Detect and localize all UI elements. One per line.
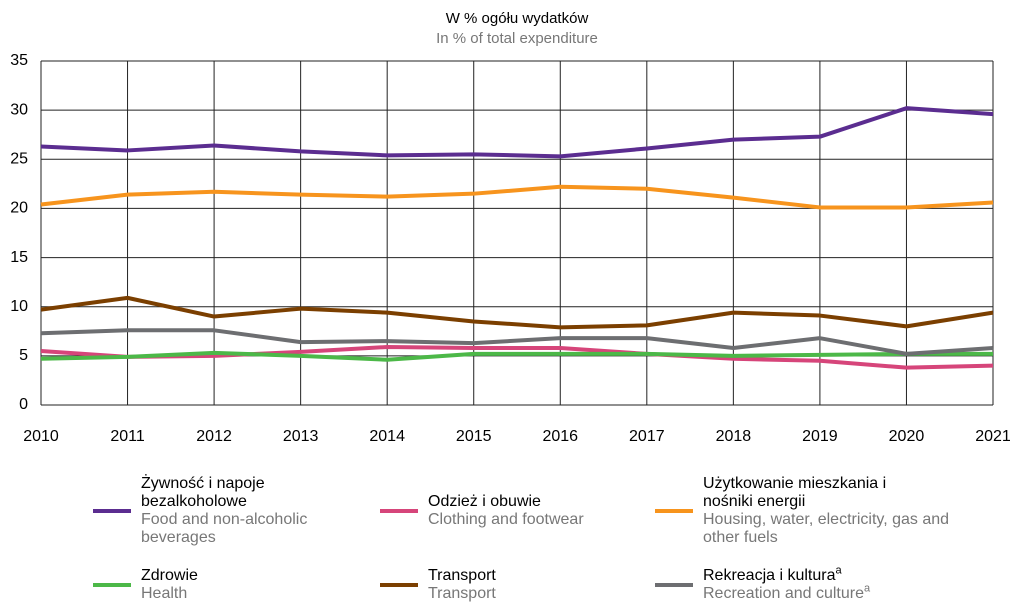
legend-label: Rekreacja i kulturaa xyxy=(703,564,923,585)
legend-text: Zdrowie Health xyxy=(141,567,371,603)
legend-text: Odzież i obuwie Clothing and footwear xyxy=(428,493,658,529)
legend-label-en: Transport xyxy=(428,585,658,603)
x-tick-label: 2018 xyxy=(716,428,752,445)
legend-name-en: Transport xyxy=(428,585,496,602)
x-tick-label: 2013 xyxy=(283,428,319,445)
legend-item: Zdrowie Health xyxy=(93,567,371,603)
legend-name: Transport xyxy=(428,567,496,584)
y-tick-label: 35 xyxy=(10,52,28,69)
legend-swatch xyxy=(655,583,693,587)
legend-name-en: Food and non-alcoholic beverages xyxy=(141,511,308,546)
legend-label: Odzież i obuwie xyxy=(428,493,648,511)
legend-label: Użytkowanie mieszkania i nośniki energii xyxy=(703,475,893,511)
series-line xyxy=(40,328,994,356)
series-line xyxy=(40,295,994,330)
footnote-mark: a xyxy=(863,582,871,595)
legend-text: Użytkowanie mieszkania i nośniki energii… xyxy=(703,475,978,547)
legend-swatch xyxy=(380,509,418,513)
legend-swatch xyxy=(380,583,418,587)
legend-name: Zdrowie xyxy=(141,567,198,584)
legend-item: Transport Transport xyxy=(380,567,658,603)
y-tick-label: 10 xyxy=(10,298,28,315)
y-tick-label: 30 xyxy=(10,101,28,118)
legend-name: Żywność i napoje bezalkoholowe xyxy=(141,475,265,510)
legend-swatch xyxy=(93,509,131,513)
legend-text: Transport Transport xyxy=(428,567,658,603)
x-tick-label: 2017 xyxy=(629,428,665,445)
legend-name-en: Clothing and footwear xyxy=(428,511,584,528)
chart-title: W % ogółu wydatków xyxy=(446,10,589,27)
legend-item: Użytkowanie mieszkania i nośniki energii… xyxy=(655,475,978,547)
series-line xyxy=(40,184,994,210)
legend-swatch xyxy=(655,509,693,513)
x-tick-label: 2019 xyxy=(802,428,838,445)
x-tick-label: 2011 xyxy=(110,428,145,445)
x-tick-label: 2014 xyxy=(369,428,405,445)
legend-label: Zdrowie xyxy=(141,567,361,585)
x-tick-label: 2012 xyxy=(196,428,232,445)
legend-name-en: Health xyxy=(141,585,188,602)
legend-label-en: Health xyxy=(141,585,371,603)
chart-subtitle: In % of total expenditure xyxy=(436,30,598,47)
legend-label-en: Clothing and footwear xyxy=(428,511,658,529)
x-tick-label: 2010 xyxy=(23,428,59,445)
y-tick-label: 15 xyxy=(10,249,28,266)
y-tick-label: 0 xyxy=(19,396,28,413)
legend-name: Odzież i obuwie xyxy=(428,493,541,510)
legend-name: Użytkowanie mieszkania i nośniki energii xyxy=(703,475,887,510)
x-tick-label: 2021 xyxy=(975,428,1011,445)
legend-label-en: Housing, water, electricity, gas and oth… xyxy=(703,511,978,547)
legend-name-en: Recreation and culture xyxy=(703,585,864,602)
x-tick-label: 2020 xyxy=(889,428,925,445)
legend-label-en: Food and non-alcoholic beverages xyxy=(141,511,371,547)
y-tick-label: 20 xyxy=(10,200,28,217)
footnote-mark: a xyxy=(835,564,842,577)
chart: W % ogółu wydatków In % of total expendi… xyxy=(10,10,1011,445)
legend-name: Rekreacja i kultura xyxy=(703,567,836,584)
series-line xyxy=(40,350,993,362)
legend-item: Rekreacja i kulturaa Recreation and cultu… xyxy=(655,564,963,603)
legend-text: Rekreacja i kulturaa Recreation and cultu… xyxy=(703,564,963,603)
x-tick-label: 2015 xyxy=(456,428,492,445)
y-tick-label: 5 xyxy=(19,347,28,364)
series-line xyxy=(40,345,994,370)
legend-item: Żywność i napoje bezalkoholowe Food and n… xyxy=(93,475,371,547)
legend-text: Żywność i napoje bezalkoholowe Food and n… xyxy=(141,475,371,547)
legend-name-en: Housing, water, electricity, gas and oth… xyxy=(703,511,950,546)
legend-swatch xyxy=(93,583,131,587)
x-tick-label: 2016 xyxy=(542,428,578,445)
legend-label-en: Recreation and culturea xyxy=(703,582,963,603)
legend-label: Transport xyxy=(428,567,648,585)
series-line xyxy=(40,106,994,159)
legend-item: Odzież i obuwie Clothing and footwear xyxy=(380,493,658,529)
legend-label: Żywność i napoje bezalkoholowe xyxy=(141,475,361,511)
y-tick-label: 25 xyxy=(10,151,28,168)
